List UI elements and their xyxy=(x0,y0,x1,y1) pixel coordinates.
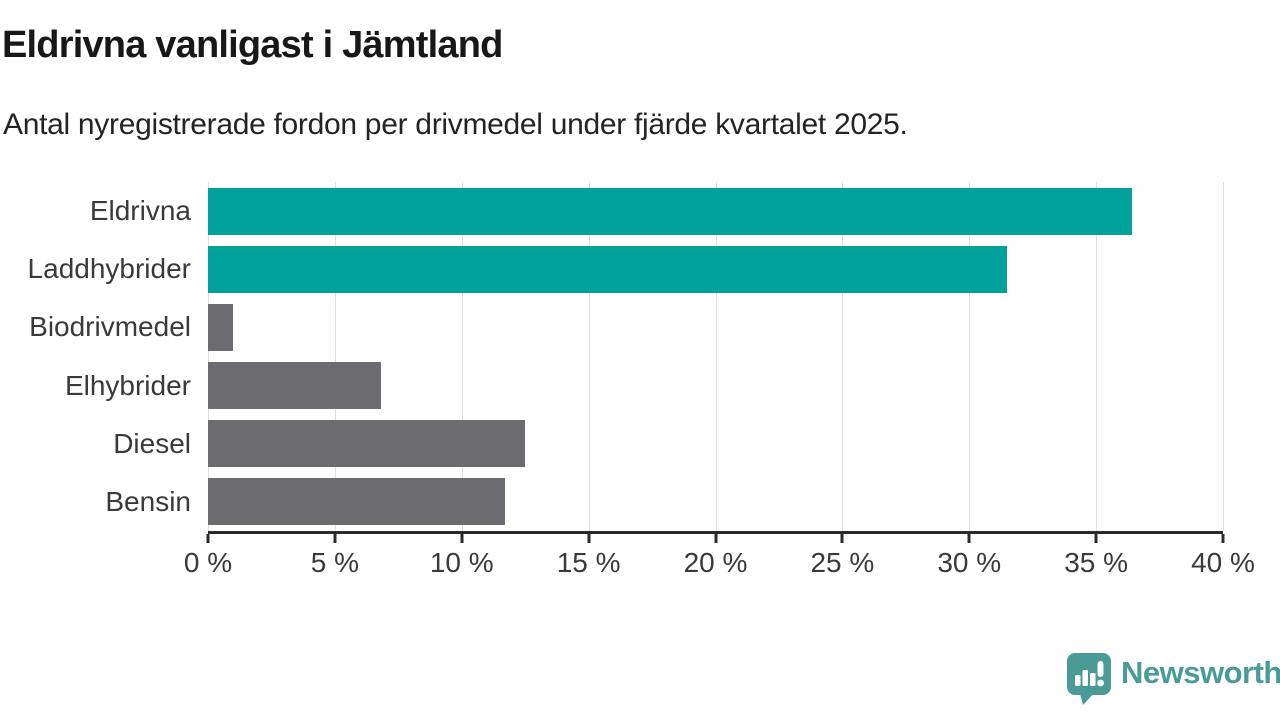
x-tick-25 xyxy=(840,534,844,543)
x-tick-label-40: 40 % xyxy=(1191,547,1255,578)
x-tick-30 xyxy=(967,534,971,543)
gridline-25 xyxy=(842,182,844,531)
x-tick-label-10: 10 % xyxy=(429,547,494,578)
x-tick-20 xyxy=(714,534,717,543)
bar-diesel xyxy=(208,420,526,468)
x-tick-label-15: 15 % xyxy=(556,547,621,578)
chart-title: Eldrivna vanligast i Jämtland xyxy=(2,24,503,66)
x-axis: 0 % 5 % 10 % 15 % 20 % 25 % 30 % 35 % 40 % xyxy=(184,534,1255,594)
gridline-35 xyxy=(1096,182,1098,531)
y-label-elhybrider: Elhybrider xyxy=(64,369,191,401)
chart-subtitle: Antal nyregistrerade fordon per drivmede… xyxy=(3,108,908,141)
bar-laddhybrider xyxy=(208,245,1008,293)
x-tick-40 xyxy=(1221,534,1225,543)
x-tick-15 xyxy=(587,534,591,543)
x-tick-label-5: 5 % xyxy=(310,547,359,578)
y-label-biodrivmedel: Biodrivmedel xyxy=(29,311,191,343)
x-tick-0 xyxy=(206,534,210,543)
x-tick-label-30: 30 % xyxy=(937,547,1002,578)
plot-area xyxy=(208,182,1224,534)
bar-eldrivna xyxy=(208,187,1132,235)
gridline-5 xyxy=(334,182,336,531)
y-label-diesel: Diesel xyxy=(113,427,191,459)
y-label-bensin: Bensin xyxy=(105,485,191,517)
y-axis-labels: Eldrivna Laddhybrider Biodrivmedel Elhybrid… xyxy=(0,182,191,531)
gridline-30 xyxy=(969,182,971,531)
gridline-0 xyxy=(208,182,209,531)
bar-chart-speech-bubble-icon xyxy=(1067,653,1111,705)
x-tick-label-0: 0 % xyxy=(183,547,233,578)
x-tick-label-35: 35 % xyxy=(1064,547,1129,578)
x-tick-label-25: 25 % xyxy=(810,547,875,578)
y-label-eldrivna: Eldrivna xyxy=(89,195,191,227)
x-tick-label-20: 20 % xyxy=(683,547,748,578)
bar-bensin xyxy=(208,478,505,526)
y-label-laddhybrider: Laddhybrider xyxy=(27,253,191,285)
x-tick-5 xyxy=(333,534,337,543)
bar-biodrivmedel xyxy=(208,303,234,351)
gridline-20 xyxy=(715,182,717,531)
bar-elhybrider xyxy=(208,362,381,410)
gridline-10 xyxy=(461,182,463,531)
newsworthy-wordmark: Newsworthy xyxy=(1121,655,1280,690)
newsworthy-logo: Newsworthy xyxy=(1066,652,1280,706)
x-tick-10 xyxy=(460,534,464,543)
gridline-15 xyxy=(588,182,590,531)
x-tick-35 xyxy=(1094,534,1098,543)
gridline-40 xyxy=(1223,182,1224,531)
